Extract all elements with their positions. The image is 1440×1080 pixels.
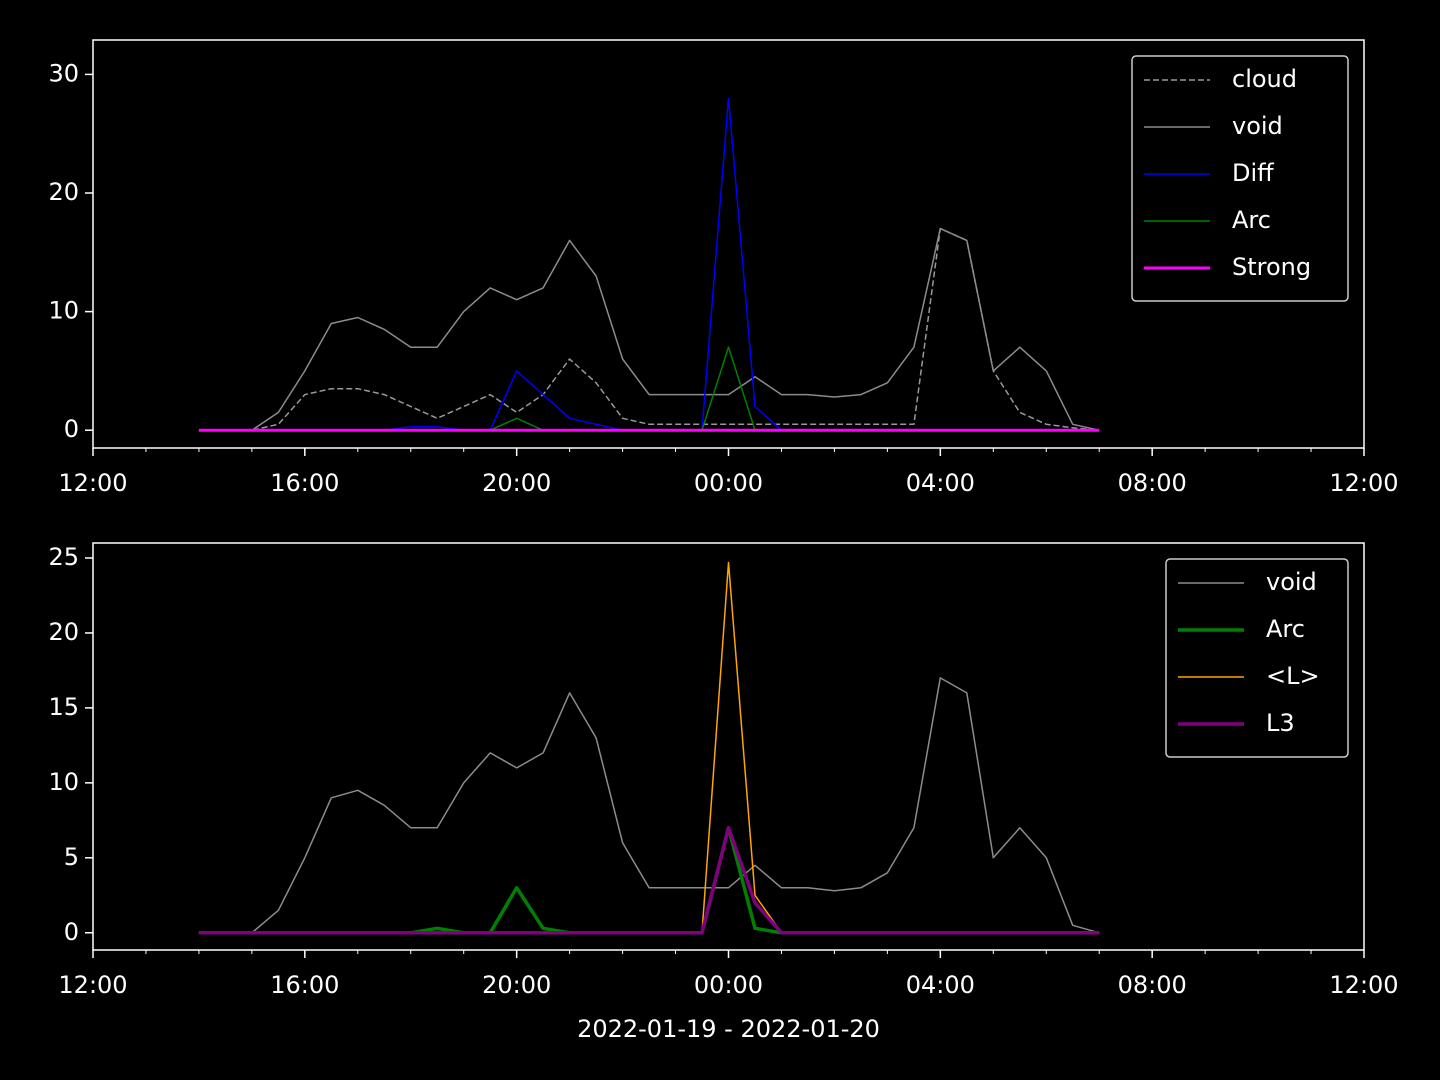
x-tick-label: 12:00	[58, 971, 127, 999]
legend-label: cloud	[1232, 65, 1297, 93]
x-tick-label: 12:00	[1329, 469, 1398, 497]
y-tick-label: 5	[64, 843, 79, 871]
legend-label: void	[1232, 112, 1283, 140]
axes-frame	[92, 542, 1365, 951]
axes-frame	[92, 39, 1365, 449]
x-tick-label: 08:00	[1118, 469, 1187, 497]
y-tick-label: 10	[48, 768, 79, 796]
x-tick-label: 12:00	[1329, 971, 1398, 999]
x-tick-label: 12:00	[58, 469, 127, 497]
x-tick-label: 20:00	[482, 469, 551, 497]
legend-label: Strong	[1232, 253, 1311, 281]
series-line	[198, 826, 1100, 935]
legend-label: L3	[1266, 709, 1295, 737]
legend-label: Diff	[1232, 159, 1274, 187]
legend-label: Arc	[1266, 615, 1305, 643]
x-tick-label: 08:00	[1118, 971, 1187, 999]
y-tick-label: 25	[48, 543, 79, 571]
x-tick-label: 04:00	[906, 971, 975, 999]
x-tick-label: 20:00	[482, 971, 551, 999]
x-tick-label: 16:00	[270, 971, 339, 999]
x-tick-label: 00:00	[694, 469, 763, 497]
x-tick-label: 16:00	[270, 469, 339, 497]
x-axis-label: 2022-01-19 - 2022-01-20	[577, 1015, 880, 1043]
legend-box	[1131, 55, 1349, 302]
y-tick-label: 0	[64, 415, 79, 443]
legend-label: <L>	[1266, 662, 1320, 690]
y-tick-label: 0	[64, 918, 79, 946]
legend-label: Arc	[1232, 206, 1271, 234]
x-tick-label: 00:00	[694, 971, 763, 999]
legend-box	[1165, 558, 1349, 758]
x-tick-label: 04:00	[906, 469, 975, 497]
series-line	[198, 677, 1100, 934]
y-tick-label: 10	[48, 297, 79, 325]
y-tick-label: 20	[48, 178, 79, 206]
legend-label: void	[1266, 568, 1317, 596]
y-tick-label: 15	[48, 693, 79, 721]
y-tick-label: 30	[48, 59, 79, 87]
y-tick-label: 20	[48, 618, 79, 646]
series-line	[198, 227, 1100, 431]
